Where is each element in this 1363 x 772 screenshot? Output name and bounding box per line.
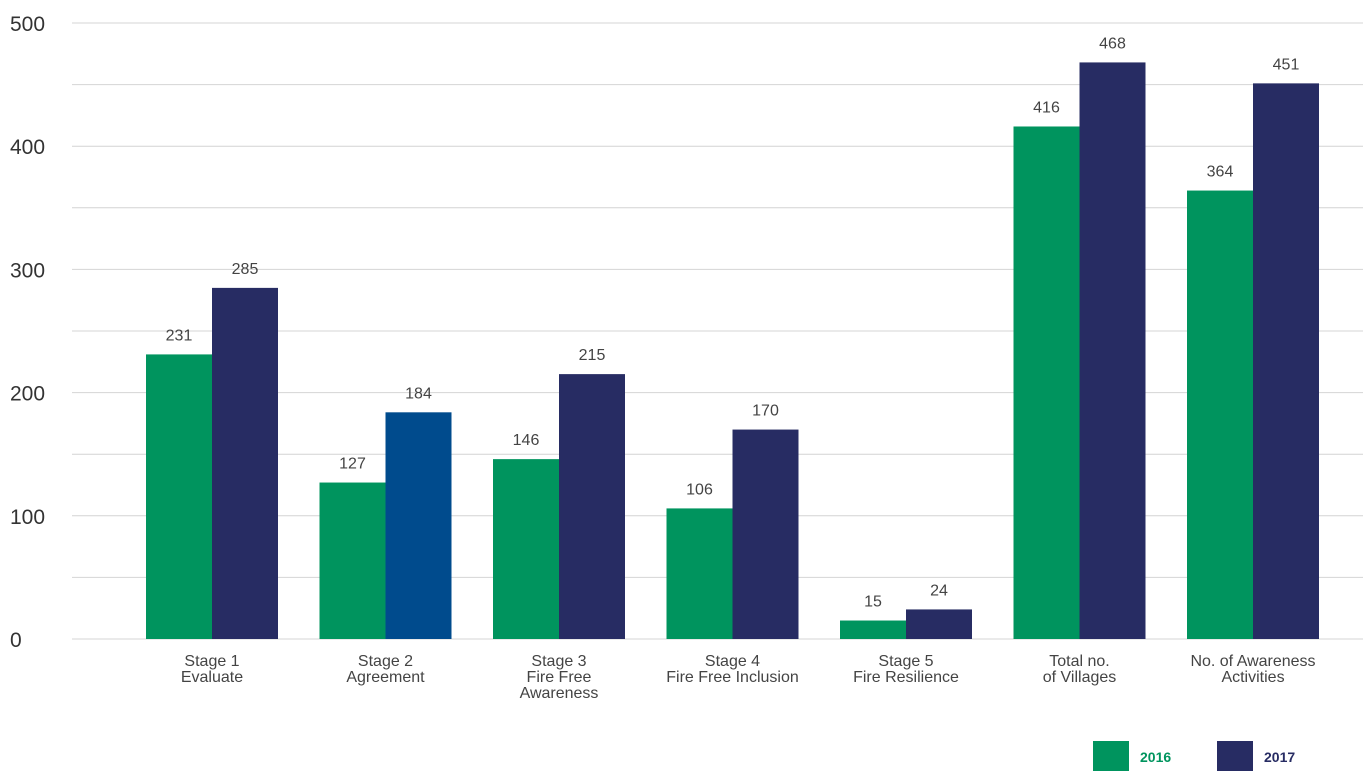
y-tick-label: 0 — [10, 629, 22, 652]
x-tick-label: Stage 1 Evaluate — [181, 653, 243, 686]
legend-swatch-2017 — [1217, 741, 1253, 771]
bar-2016 — [666, 508, 733, 639]
y-tick-label: 400 — [10, 136, 45, 159]
data-label: 215 — [579, 347, 606, 364]
bar-2016 — [840, 620, 906, 639]
legend-label-2017: 2017 — [1264, 749, 1295, 765]
gridlines — [72, 22, 1363, 640]
y-tick-label: 300 — [10, 259, 45, 282]
x-tick-label: Stage 2 Agreement — [346, 653, 425, 686]
bar-2017 — [906, 609, 972, 639]
data-label: 127 — [339, 456, 366, 473]
bar-2017 — [1079, 62, 1146, 639]
legend-swatch-2016 — [1093, 741, 1129, 771]
data-label: 15 — [864, 594, 882, 611]
bar-2017 — [385, 412, 452, 639]
data-label: 451 — [1273, 56, 1300, 73]
data-label: 170 — [752, 403, 779, 420]
legend: 2016 2017 — [1093, 741, 1295, 771]
data-label: 231 — [166, 327, 193, 344]
data-label: 106 — [686, 481, 713, 498]
bar-2016 — [146, 354, 212, 639]
data-label: 416 — [1033, 99, 1060, 116]
bar-2016 — [319, 482, 386, 639]
y-tick-label: 100 — [10, 506, 45, 529]
x-tick-label: Stage 4 Fire Free Inclusion — [666, 653, 799, 686]
bars — [146, 62, 1319, 640]
bar-2016 — [493, 459, 559, 639]
legend-label-2016: 2016 — [1140, 749, 1171, 765]
bar-2016 — [1013, 126, 1080, 640]
data-label: 285 — [232, 261, 259, 278]
y-tick-label: 500 — [10, 13, 45, 36]
x-axis: Stage 1 Evaluate Stage 2 Agreement Stage 3 Fi… — [181, 653, 1316, 702]
data-label: 184 — [405, 385, 432, 402]
bar-2017 — [212, 287, 278, 639]
bar-2017 — [1253, 83, 1319, 640]
data-labels: 231 285 127 184 146 215 106 170 15 24 416 468 364 451 — [166, 35, 1300, 610]
x-tick-label: Stage 5 Fire Resilience — [853, 653, 959, 686]
y-axis: 0 100 200 300 400 500 — [10, 13, 45, 652]
x-tick-label: Stage 3 Fire Free Awareness — [520, 653, 599, 702]
data-label: 468 — [1099, 35, 1126, 52]
data-label: 364 — [1207, 164, 1234, 181]
data-label: 24 — [930, 582, 948, 599]
data-label: 146 — [513, 432, 540, 449]
x-tick-label: No. of Awareness Activities — [1190, 653, 1315, 686]
bar-2017 — [559, 374, 625, 639]
y-tick-label: 200 — [10, 383, 45, 406]
bar-2016 — [1187, 190, 1253, 639]
bar-2017 — [732, 429, 799, 639]
x-tick-label: Total no. of Villages — [1043, 653, 1117, 686]
